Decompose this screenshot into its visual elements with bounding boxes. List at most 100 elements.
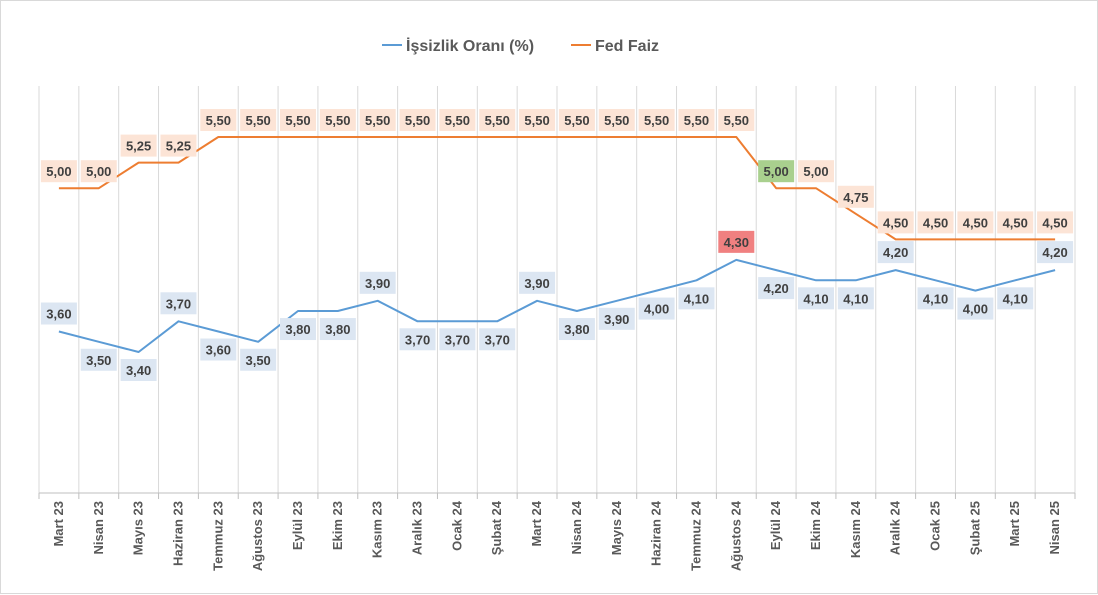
data-label-box [798, 287, 834, 310]
data-label-box [678, 109, 715, 131]
data-label-text: 3,70 [166, 296, 191, 311]
data-label-box [120, 134, 157, 157]
data-label-unemployment: 4,20 [1037, 241, 1074, 264]
data-label-text: 5,50 [485, 113, 510, 128]
data-label-text: 5,50 [604, 113, 629, 128]
data-label-fed: 5,50 [240, 109, 277, 131]
x-tick-label: Aralık 24 [888, 500, 903, 555]
data-label-box [120, 359, 157, 381]
data-label-box [359, 109, 396, 131]
data-label-box [519, 109, 556, 131]
x-tick-label: Temmuz 24 [688, 500, 703, 571]
data-label-text: 5,50 [724, 113, 749, 128]
data-label-text: 4,20 [1042, 245, 1067, 260]
x-tick-label: Mart 25 [1007, 501, 1022, 547]
data-label-text: 4,10 [803, 291, 828, 306]
data-label-box [399, 328, 436, 351]
data-label-text: 5,50 [644, 113, 669, 128]
data-label-unemployment: 3,90 [519, 271, 556, 294]
data-label-unemployment: 4,30 [718, 230, 755, 253]
data-label-box [359, 271, 396, 294]
data-label-box [399, 109, 436, 131]
data-label-box [439, 109, 476, 131]
x-tick-label: Ocak 24 [449, 500, 464, 551]
data-label-text: 4,30 [724, 235, 749, 250]
data-label-box [319, 109, 356, 131]
data-label-text: 5,50 [684, 113, 709, 128]
data-label-fed: 5,50 [200, 109, 237, 131]
data-label-text: 3,80 [564, 322, 589, 337]
data-label-fed: 5,50 [678, 109, 715, 131]
data-label-text: 4,10 [843, 291, 868, 306]
data-label-fed: 5,00 [798, 160, 834, 183]
data-label-box [957, 297, 994, 320]
x-tick-label: Ekim 23 [330, 501, 345, 550]
data-label-unemployment: 3,50 [240, 348, 277, 371]
data-label-text: 5,50 [285, 113, 310, 128]
data-label-box [519, 271, 556, 294]
data-label-unemployment: 3,60 [40, 302, 77, 325]
data-label-fed: 5,00 [80, 160, 117, 183]
data-label-box [957, 211, 994, 234]
data-label-unemployment: 4,10 [997, 287, 1034, 310]
data-label-unemployment: 3,80 [558, 318, 595, 341]
data-label-unemployment: 4,00 [638, 297, 675, 320]
data-label-unemployment: 3,90 [598, 307, 635, 330]
data-label-text: 3,50 [86, 353, 111, 368]
data-label-box [200, 338, 237, 361]
data-label-text: 3,70 [445, 332, 470, 347]
data-label-unemployment: 3,40 [120, 359, 157, 381]
data-label-text: 5,25 [126, 139, 151, 154]
data-label-text: 5,50 [206, 113, 231, 128]
data-label-unemployment: 3,80 [280, 318, 316, 341]
data-label-unemployment: 3,90 [359, 271, 396, 294]
x-tick-label: Eylül 24 [768, 500, 783, 550]
x-tick-label: Aralık 23 [410, 501, 425, 555]
data-label-unemployment: 3,70 [160, 292, 197, 315]
data-label-text: 4,10 [923, 291, 948, 306]
data-label-text: 3,90 [365, 276, 390, 291]
x-tick-label: Nisan 24 [569, 500, 584, 554]
legend-label-fed: Fed Faiz [595, 38, 659, 55]
data-label-fed: 5,50 [359, 109, 396, 131]
data-label-box [160, 292, 197, 315]
x-tick-label: Nisan 25 [1047, 501, 1062, 554]
x-tick-label: Ekim 24 [808, 500, 823, 550]
data-label-fed: 4,50 [1037, 211, 1074, 234]
data-label-text: 5,00 [86, 164, 111, 179]
data-label-fed: 5,50 [439, 109, 476, 131]
data-label-text: 4,00 [963, 302, 988, 317]
data-label-unemployment: 3,50 [80, 348, 117, 371]
x-tick-label: Ağustos 24 [728, 500, 743, 571]
data-label-fed: 4,50 [997, 211, 1034, 234]
data-label-unemployment: 3,70 [479, 328, 516, 351]
data-label-text: 5,50 [365, 113, 390, 128]
data-label-box [798, 160, 834, 183]
data-label-text: 3,80 [285, 322, 310, 337]
x-axis: Mart 23 Nisan 23 Mayıs 23 Haziran 23 Temmuz … [38, 492, 1076, 571]
data-label-text: 5,25 [166, 139, 191, 154]
data-label-fed: 5,50 [319, 109, 356, 131]
data-label-text: 5,50 [325, 113, 350, 128]
data-label-box [558, 109, 595, 131]
data-label-box [200, 109, 237, 131]
x-tick-label: Ağustos 23 [250, 501, 265, 571]
data-label-box [1037, 241, 1074, 264]
data-label-box [718, 230, 755, 253]
x-tick-label: Mart 24 [529, 500, 544, 546]
data-label-fed: 4,50 [957, 211, 994, 234]
data-labels: 3,60 3,50 3,40 3,70 3,60 3,50 3,80 3,80 3,90 3,70… [40, 109, 1074, 381]
data-label-text: 3,70 [405, 332, 430, 347]
legend: İşsizlik Oranı (%) Fed Faiz [382, 37, 659, 55]
data-label-box [877, 241, 914, 264]
data-label-box [837, 185, 874, 208]
legend-label-unemployment: İşsizlik Oranı (%) [406, 37, 534, 55]
data-label-text: 4,75 [843, 190, 868, 205]
data-label-box [718, 109, 755, 131]
data-label-box [40, 302, 77, 325]
data-label-box [598, 307, 635, 330]
data-label-unemployment: 3,70 [439, 328, 476, 351]
data-label-fed: 5,50 [519, 109, 556, 131]
data-label-box [319, 318, 356, 341]
